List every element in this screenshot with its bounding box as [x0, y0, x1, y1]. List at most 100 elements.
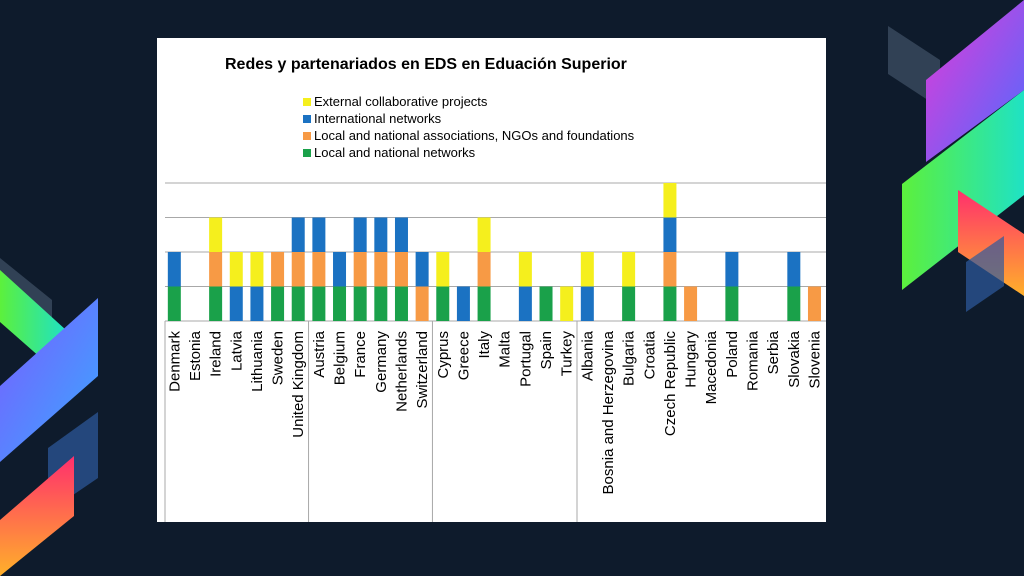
- legend-swatch: [303, 114, 311, 123]
- bar-segment: [477, 217, 491, 252]
- bar-segment: [539, 286, 553, 321]
- bar-segment: [477, 286, 491, 321]
- bar-segment: [271, 252, 285, 287]
- bar-segment: [807, 286, 821, 321]
- category-label: Hungary: [683, 331, 700, 388]
- bar-segment: [353, 217, 367, 252]
- category-label: Slovakia: [786, 330, 803, 387]
- legend-swatch: [303, 148, 311, 157]
- bar-segment: [291, 217, 305, 252]
- bar-segment: [312, 217, 326, 252]
- bar-segment: [250, 286, 264, 321]
- category-label: Spain: [538, 331, 555, 369]
- bar-segment: [684, 286, 698, 321]
- deco-shape: [0, 298, 98, 462]
- bar-segment: [436, 252, 450, 287]
- bar-segment: [374, 217, 388, 252]
- deco-shape: [0, 456, 74, 576]
- category-label: Lithuania: [249, 330, 266, 392]
- bar-segment: [725, 286, 739, 321]
- category-label: Ireland: [208, 331, 225, 377]
- bar-segment: [394, 252, 408, 287]
- category-label: Belgium: [332, 331, 349, 385]
- legend-item: External collaborative projects: [303, 93, 634, 110]
- bar-segment: [663, 252, 677, 287]
- bar-segment: [622, 252, 636, 287]
- category-label: Poland: [724, 331, 741, 378]
- legend-swatch: [303, 97, 311, 106]
- bar-segment: [167, 252, 181, 287]
- category-label: United Kingdom: [290, 331, 307, 438]
- bar-segment: [250, 252, 264, 287]
- bar-segment: [787, 252, 801, 287]
- category-label: Switzerland: [414, 331, 431, 409]
- bar-segment: [333, 252, 347, 287]
- bar-segment: [456, 286, 470, 321]
- category-label: Denmark: [166, 331, 183, 392]
- category-label: Italy: [476, 331, 493, 359]
- legend: External collaborative projects Internat…: [303, 93, 634, 161]
- deco-shape: [926, 0, 1024, 162]
- bar-segment: [560, 286, 574, 321]
- category-label: Portugal: [517, 331, 534, 387]
- bar-segment: [353, 252, 367, 287]
- category-label: Cyprus: [435, 331, 452, 379]
- bar-segment: [271, 286, 285, 321]
- legend-item: International networks: [303, 110, 634, 127]
- bar-segment: [787, 286, 801, 321]
- bar-segment: [167, 286, 181, 321]
- bar-segment: [415, 286, 429, 321]
- chart-card: Redes y partenariados en EDS en Eduación…: [157, 38, 826, 522]
- bar-segment: [436, 286, 450, 321]
- bar-segment: [312, 252, 326, 287]
- bar-segment: [229, 286, 243, 321]
- bar-segment: [622, 286, 636, 321]
- category-label: Croatia: [641, 330, 658, 379]
- bar-segment: [663, 286, 677, 321]
- legend-item: Local and national networks: [303, 144, 634, 161]
- deco-shape: [958, 190, 1024, 296]
- legend-item: Local and national associations, NGOs an…: [303, 127, 634, 144]
- bar-segment: [291, 286, 305, 321]
- chart-title: Redes y partenariados en EDS en Eduación…: [225, 56, 627, 73]
- category-label: Czech Republic: [662, 331, 679, 437]
- bar-segment: [394, 286, 408, 321]
- category-label: Turkey: [559, 331, 576, 377]
- bar-segment: [333, 286, 347, 321]
- legend-label: Local and national associations, NGOs an…: [314, 128, 635, 143]
- bar-segment: [725, 252, 739, 287]
- deco-shape: [902, 90, 1024, 290]
- category-label: Serbia: [765, 330, 782, 374]
- bar-segment: [663, 217, 677, 252]
- bar-segment: [209, 286, 223, 321]
- category-label: Macedonia: [703, 330, 720, 404]
- bar-segment: [477, 252, 491, 287]
- legend-label: Local and national networks: [314, 145, 476, 160]
- category-label: Malta: [497, 330, 514, 367]
- category-label: Germany: [373, 331, 390, 393]
- legend-label: External collaborative projects: [314, 94, 488, 109]
- category-label: Romania: [745, 330, 762, 391]
- legend-label: International networks: [314, 111, 442, 126]
- category-label: Albania: [579, 330, 596, 381]
- bar-segment: [394, 217, 408, 252]
- bar-segment: [580, 286, 594, 321]
- category-label: Slovenia: [806, 330, 823, 388]
- category-label: Bulgaria: [621, 330, 638, 386]
- bar-segment: [229, 252, 243, 287]
- category-label: Austria: [311, 330, 328, 377]
- category-label: Bosnia and Herzegovina: [600, 330, 617, 494]
- bar-segment: [312, 286, 326, 321]
- legend-swatch: [303, 131, 311, 140]
- bar-segment: [291, 252, 305, 287]
- bar-segment: [209, 217, 223, 252]
- bar-segment: [353, 286, 367, 321]
- deco-shape: [966, 236, 1004, 312]
- bar-segment: [415, 252, 429, 287]
- category-label: Netherlands: [393, 331, 410, 412]
- category-label: Latvia: [228, 330, 245, 371]
- category-label: Greece: [455, 331, 472, 380]
- bar-segment: [518, 252, 532, 287]
- plot-area: Denmark Estonia Ireland Latvia Lithuania Swed…: [164, 182, 826, 522]
